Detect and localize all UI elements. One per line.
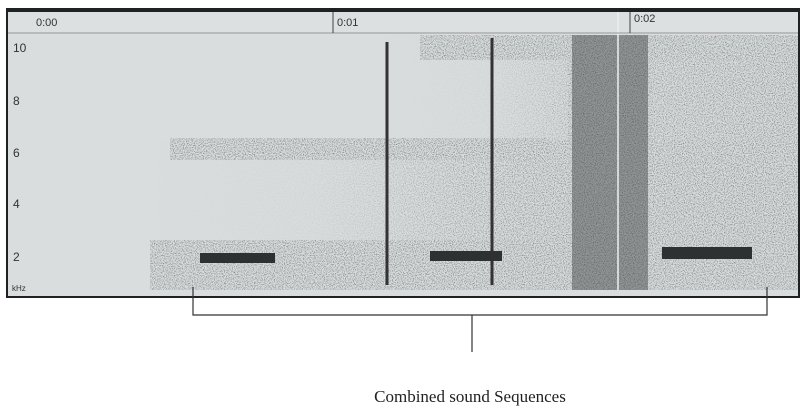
time-label: 0:02: [634, 13, 655, 25]
frequency-label: 8: [13, 94, 20, 108]
frequency-label: 4: [13, 197, 20, 211]
time-label: 0:00: [36, 17, 57, 29]
frequency-label: 6: [13, 146, 20, 160]
sequence-2: [430, 251, 502, 261]
unit-label: kHz: [12, 284, 26, 293]
annotation: Combined sound Sequences: [374, 387, 566, 406]
spectrogram: 0:00 0:01 0:02 10 8 6 4 2 kHz: [6, 8, 800, 298]
sequence-1: [200, 253, 275, 263]
time-label: 0:01: [337, 17, 358, 29]
frequency-label: 2: [13, 250, 20, 264]
time-axis: [8, 12, 798, 32]
frequency-label: 10: [13, 41, 27, 55]
sequence-3: [662, 247, 752, 259]
figure: 0:00 0:01 0:02 10 8 6 4 2 kHz Combined s…: [0, 0, 805, 411]
page: 0:00 0:01 0:02 10 8 6 4 2 kHz Combined s…: [0, 0, 805, 411]
